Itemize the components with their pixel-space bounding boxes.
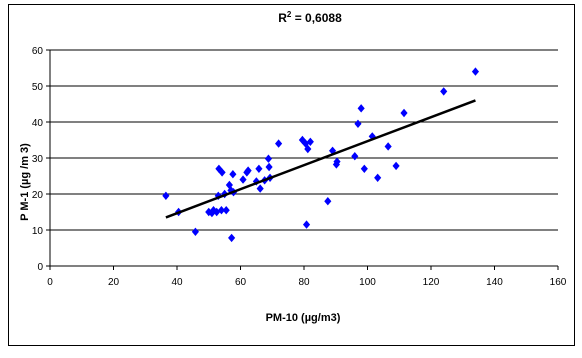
y-tick-label: 20: [32, 190, 44, 201]
data-point: [471, 67, 480, 76]
data-point: [225, 180, 233, 190]
data-point: [333, 157, 341, 166]
data-point: [302, 220, 311, 229]
x-tick-label: 0: [47, 277, 53, 288]
data-point: [256, 184, 264, 193]
y-tick-label: 40: [32, 118, 44, 129]
y-axis-label: P M-1 (µg /m 3): [19, 143, 31, 221]
data-point: [255, 164, 263, 173]
data-point: [191, 227, 199, 236]
x-tick-label: 140: [486, 277, 503, 288]
data-point: [354, 119, 362, 128]
data-point: [162, 191, 170, 200]
x-tick-label: 40: [171, 277, 183, 288]
x-tick-label: 160: [550, 277, 567, 288]
data-point: [400, 108, 408, 118]
chart-title: R2 = 0,6088: [278, 10, 342, 25]
data-point: [244, 166, 252, 175]
data-point: [229, 170, 237, 179]
data-point: [374, 173, 382, 182]
y-tick-label: 50: [32, 82, 44, 93]
data-point: [205, 207, 213, 217]
y-tick-label: 0: [37, 262, 43, 273]
data-point: [298, 135, 306, 145]
data-point: [351, 152, 359, 161]
data-point: [357, 104, 365, 113]
data-point: [217, 206, 226, 215]
x-tick-label: 60: [235, 277, 247, 288]
x-tick-label: 20: [108, 277, 120, 288]
data-point: [264, 154, 273, 163]
data-point: [304, 144, 312, 154]
x-axis-ticks: 0 20 40 60 80 100 120 140 160: [47, 266, 567, 288]
data-point: [324, 197, 332, 206]
x-tick-label: 120: [423, 277, 440, 288]
data-point: [440, 87, 448, 96]
trendline: [165, 99, 476, 219]
x-axis-label: PM-10 (µg/m3): [266, 312, 341, 324]
data-point: [360, 164, 368, 173]
data-point: [306, 137, 314, 146]
data-point: [213, 207, 221, 217]
chart-border: [8, 4, 575, 346]
y-tick-label: 10: [32, 226, 44, 237]
y-axis-ticks: 0 10 20 30 40 50 60: [32, 46, 50, 273]
x-tick-label: 100: [359, 277, 376, 288]
data-point: [218, 168, 226, 177]
data-point: [384, 142, 392, 151]
x-tick-label: 80: [298, 277, 310, 288]
data-point: [239, 175, 247, 184]
data-point: [222, 206, 230, 215]
data-point: [265, 162, 273, 172]
data-point: [275, 139, 283, 148]
y-tick-label: 60: [32, 46, 44, 57]
data-point: [392, 161, 400, 171]
data-point: [228, 233, 236, 243]
y-tick-label: 30: [32, 154, 44, 165]
gridlines: [50, 49, 558, 231]
